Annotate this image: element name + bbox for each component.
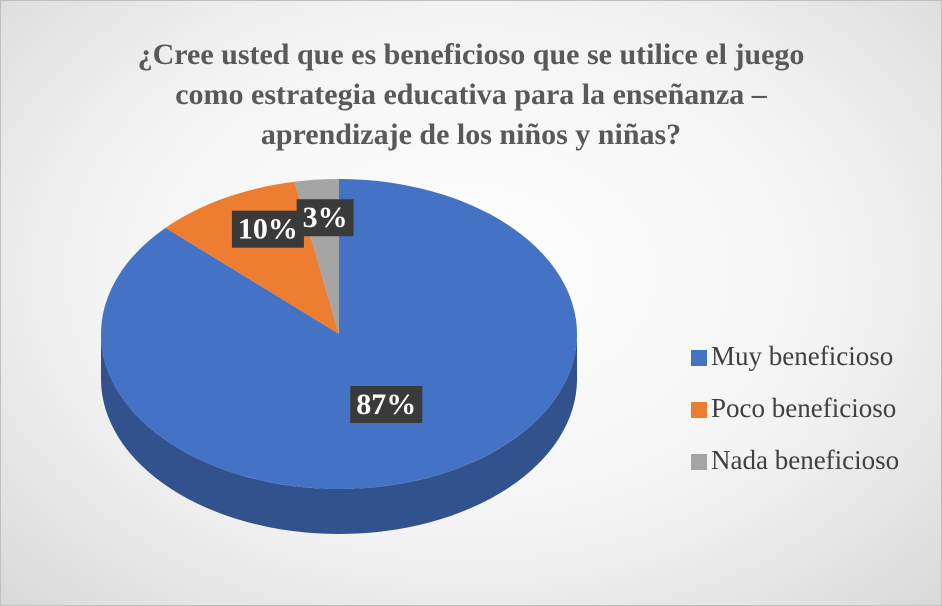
data-label-box [350, 386, 423, 424]
pie-side [101, 334, 577, 534]
data-label-box [296, 199, 354, 237]
data-label: 87% [350, 386, 423, 424]
legend-label: Nada beneficioso [711, 445, 899, 475]
data-label-box [231, 210, 304, 248]
legend-swatch [691, 350, 707, 366]
legend-swatch [691, 454, 707, 470]
data-label-text: 3% [303, 201, 348, 234]
legend-label: Poco beneficioso [711, 393, 896, 423]
data-label: 10% [231, 210, 304, 248]
legend-swatch [691, 402, 707, 418]
data-label-text: 87% [356, 388, 416, 421]
legend-label: Muy beneficioso [711, 341, 893, 371]
chart-title: ¿Cree usted que es beneficioso que se ut… [137, 38, 805, 151]
data-label-text: 10% [238, 213, 298, 246]
data-label: 3% [296, 199, 354, 237]
